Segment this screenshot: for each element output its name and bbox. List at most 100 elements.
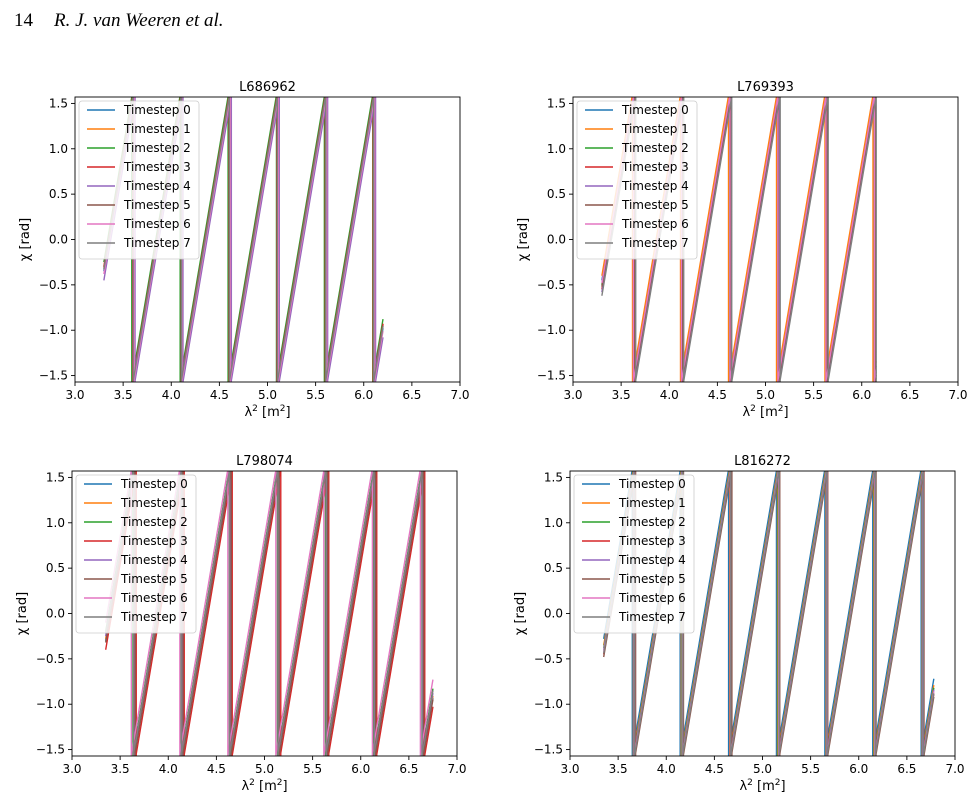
series-line-4 [103, 97, 384, 382]
x-tick-label: 4.0 [159, 762, 178, 776]
series-line-7 [601, 97, 877, 382]
legend-box [78, 100, 200, 260]
x-tick-label: 3.5 [609, 762, 628, 776]
chart-title: L686962 [239, 80, 296, 95]
legend-entry: Timestep 2 [618, 515, 686, 529]
chart-panel-4: 3.0 3.5 4.0 4.5 5.0 5.5 6.0 6.5 7.0 −1.5 −1.0 −0.5 0… [513, 454, 965, 794]
y-tick-label: −1.0 [39, 323, 68, 337]
y-axis-label: χ [rad] [516, 218, 531, 261]
y-tick-label: −0.5 [39, 278, 68, 292]
x-tick-label: 4.5 [708, 388, 727, 402]
legend-entry: Timestep 5 [621, 198, 689, 212]
series-line-2 [103, 97, 384, 382]
x-tick-label: 6.5 [900, 388, 919, 402]
legend-entry: Timestep 5 [120, 572, 188, 586]
legend-entry: Timestep 2 [120, 515, 188, 529]
x-tick-label: 4.0 [657, 762, 676, 776]
x-tick-label: 5.0 [756, 388, 775, 402]
x-tick-label: 3.5 [114, 388, 133, 402]
legend-entry: Timestep 1 [618, 496, 686, 510]
y-tick-label: −0.5 [534, 652, 563, 666]
x-tick-label: 5.5 [804, 388, 823, 402]
legend-box [573, 474, 695, 634]
y-tick-label: −1.0 [537, 323, 566, 337]
legend-entry: Timestep 7 [123, 236, 191, 250]
legend-entry: Timestep 7 [621, 236, 689, 250]
x-tick-label: 4.0 [660, 388, 679, 402]
legend: Timestep 0 Timestep 1 Timestep 2 Timestep 3… [576, 100, 698, 260]
legend: Timestep 0 Timestep 1 Timestep 2 Timestep 3… [78, 100, 200, 260]
x-tick-label: 7.0 [948, 388, 967, 402]
y-tick-label: 1.5 [544, 470, 563, 484]
x-tick-label: 6.5 [402, 388, 421, 402]
y-tick-label: 1.0 [49, 142, 68, 156]
x-tick-label: 3.0 [563, 388, 582, 402]
legend-entry: Timestep 7 [618, 610, 686, 624]
legend-entry: Timestep 6 [621, 217, 689, 231]
x-tick-label: 6.0 [852, 388, 871, 402]
legend-entry: Timestep 3 [621, 160, 689, 174]
y-tick-label: 0.0 [544, 607, 563, 621]
legend-entry: Timestep 0 [120, 477, 188, 491]
x-tick-label: 3.0 [560, 762, 579, 776]
series-lines [103, 97, 384, 382]
legend-box [75, 474, 197, 634]
legend-entry: Timestep 4 [618, 553, 686, 567]
x-tick-label: 3.0 [62, 762, 81, 776]
x-tick-label: 3.5 [612, 388, 631, 402]
chart-title: L769393 [737, 80, 794, 95]
y-tick-label: −1.0 [36, 697, 65, 711]
legend-entry: Timestep 2 [123, 141, 191, 155]
x-tick-label: 5.5 [306, 388, 325, 402]
x-tick-label: 4.5 [207, 762, 226, 776]
y-tick-label: 0.0 [46, 607, 65, 621]
chart-panel-3: 3.0 3.5 4.0 4.5 5.0 5.5 6.0 6.5 7.0 −1.5 −1.0 −0.5 0… [15, 454, 467, 794]
legend-entry: Timestep 6 [123, 217, 191, 231]
legend-entry: Timestep 1 [621, 122, 689, 136]
x-tick-label: 4.5 [705, 762, 724, 776]
running-head-authors: R. J. van Weeren et al. [54, 10, 224, 31]
y-tick-label: 0.5 [547, 187, 566, 201]
x-axis-label: λ2 [m2] [742, 404, 788, 420]
y-tick-label: 1.5 [46, 470, 65, 484]
y-tick-label: −0.5 [537, 278, 566, 292]
x-tick-label: 4.5 [210, 388, 229, 402]
y-tick-label: 0.5 [49, 187, 68, 201]
legend-entry: Timestep 4 [123, 179, 191, 193]
legend-entry: Timestep 1 [123, 122, 191, 136]
page-number: 14 [14, 10, 33, 31]
y-tick-label: 1.0 [544, 516, 563, 530]
x-tick-label: 7.0 [945, 762, 964, 776]
x-tick-label: 3.0 [65, 388, 84, 402]
x-tick-label: 6.0 [351, 762, 370, 776]
legend-entry: Timestep 6 [618, 591, 686, 605]
legend-entry: Timestep 2 [621, 141, 689, 155]
x-tick-label: 5.0 [258, 388, 277, 402]
y-tick-label: 0.0 [547, 233, 566, 247]
y-tick-label: −0.5 [36, 652, 65, 666]
x-tick-label: 3.5 [111, 762, 130, 776]
x-tick-label: 6.5 [897, 762, 916, 776]
y-tick-label: 0.5 [544, 561, 563, 575]
y-tick-label: −1.5 [36, 743, 65, 757]
legend-entry: Timestep 0 [123, 103, 191, 117]
legend-entry: Timestep 3 [123, 160, 191, 174]
chart-title: L816272 [734, 454, 791, 469]
y-tick-label: 1.5 [547, 96, 566, 110]
x-tick-label: 4.0 [162, 388, 181, 402]
x-tick-label: 7.0 [450, 388, 469, 402]
legend-entry: Timestep 5 [123, 198, 191, 212]
page-header: 14 R. J. van Weeren et al. [14, 10, 224, 36]
x-axis-label: λ2 [m2] [241, 778, 287, 794]
series-lines [601, 97, 877, 382]
legend-entry: Timestep 3 [618, 534, 686, 548]
legend-box [576, 100, 698, 260]
y-tick-label: −1.5 [534, 743, 563, 757]
series-line-6 [103, 97, 384, 382]
y-tick-label: 0.0 [49, 233, 68, 247]
y-tick-label: 1.5 [49, 96, 68, 110]
x-tick-label: 6.0 [354, 388, 373, 402]
y-tick-label: 0.5 [46, 561, 65, 575]
legend-entry: Timestep 1 [120, 496, 188, 510]
